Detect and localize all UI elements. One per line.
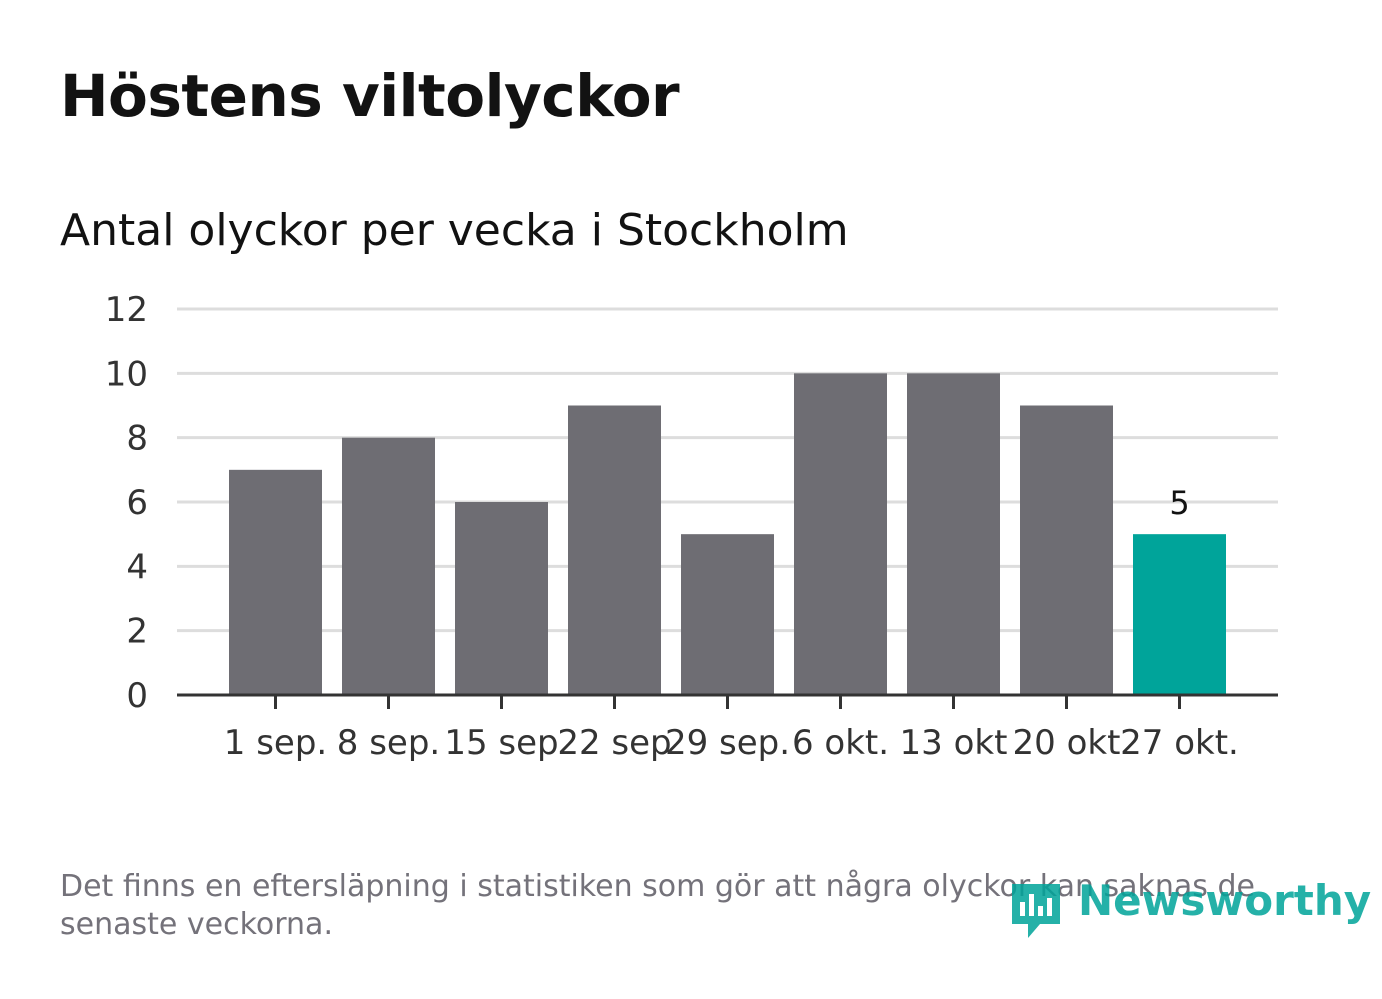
x-tick-label: 13 okt xyxy=(900,723,1008,763)
x-tick-label: 6 okt. xyxy=(792,723,889,763)
bar-4 xyxy=(568,405,661,695)
chart-subtitle: Antal olyckor per vecka i Stockholm xyxy=(60,205,849,256)
x-tick-label: 8 sep. xyxy=(337,723,440,763)
y-tick-label: 2 xyxy=(126,612,148,652)
x-tick-label: 1 sep. xyxy=(224,723,327,763)
bar-9 xyxy=(1133,534,1226,695)
x-tick-label: 29 sep. xyxy=(665,723,790,763)
bar-2 xyxy=(342,437,435,695)
y-tick-label: 6 xyxy=(126,483,148,523)
x-tick-label: 22 sep xyxy=(557,723,671,763)
y-tick-label: 0 xyxy=(126,676,148,716)
x-tick-label: 20 okt xyxy=(1013,723,1121,763)
bar-3 xyxy=(455,502,548,695)
bar-6 xyxy=(794,373,887,695)
chart-title: Höstens viltolyckor xyxy=(60,62,680,130)
x-tick-label: 15 sep xyxy=(444,723,558,763)
y-tick-label: 12 xyxy=(105,290,148,330)
bar-7 xyxy=(907,373,1000,695)
bar-5 xyxy=(681,534,774,695)
y-tick-label: 8 xyxy=(126,419,148,459)
newsworthy-chart-icon xyxy=(1012,884,1060,938)
x-tick-label: 27 okt. xyxy=(1120,723,1239,763)
y-tick-label: 4 xyxy=(126,547,148,587)
bar-1 xyxy=(229,469,322,695)
logo-text: Newsworthy xyxy=(1078,876,1372,925)
newsworthy-logo: Newsworthy xyxy=(1010,872,1371,944)
bar-8 xyxy=(1020,405,1113,695)
data-label: 5 xyxy=(1169,484,1189,522)
y-tick-label: 10 xyxy=(105,354,148,394)
